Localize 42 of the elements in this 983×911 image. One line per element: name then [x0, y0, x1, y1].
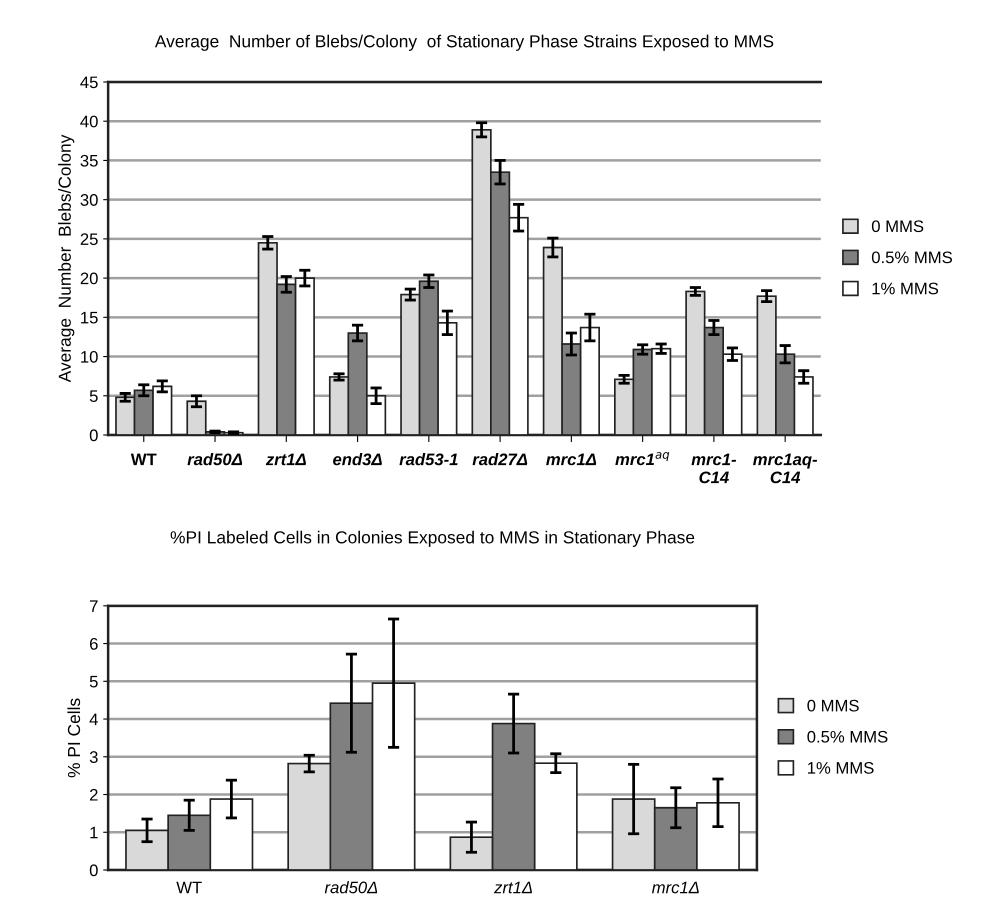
x-tick-label: rad50Δ	[324, 881, 378, 894]
x-tick-label: zrt1Δ	[266, 454, 306, 466]
chart-title: Average Number of Blebs/Colony of Stationary Phase Strains Exposed to MMS	[154, 34, 774, 51]
x-tick-label: rad53-1	[399, 453, 458, 466]
y-tick-label: 4	[90, 714, 98, 726]
chart-title: %PI Labeled Cells in Colonies Exposed to MMS in Stationary Phase	[170, 530, 694, 547]
y-tick-label: 0	[90, 864, 98, 876]
y-tick-label: 20	[80, 272, 98, 284]
y-tick-label: 0	[90, 429, 98, 442]
y-tick-label: 6	[90, 638, 98, 650]
legend-label: 1% MMS	[872, 282, 938, 294]
y-tick-label: 15	[81, 312, 98, 324]
legend-label: 0.5% MMS	[872, 251, 952, 264]
y-tick-label: 5	[90, 390, 98, 402]
y-tick-label: 25	[80, 233, 98, 246]
legend-label: 0.5% MMS	[807, 730, 888, 743]
x-tick-label: mrc1- C14	[691, 454, 736, 484]
y-tick-label: 1	[90, 826, 98, 838]
x-tick-label: mrc1Δ	[652, 882, 699, 894]
legend-label: 1% MMS	[808, 762, 874, 774]
legend-label: 0 MMS	[872, 220, 924, 232]
x-tick-label: end3Δ	[333, 453, 382, 466]
x-tick-label: mrc1$^{aq}$	[615, 452, 670, 466]
y-tick-label: 7	[90, 600, 98, 612]
x-tick-label: mrc1Δ	[546, 454, 596, 466]
x-tick-label: mrc1aq- C14	[753, 454, 818, 484]
y-axis-title: % PI Cells	[67, 698, 80, 778]
y-tick-label: 35	[80, 154, 98, 167]
y-tick-label: 40	[80, 116, 98, 128]
x-tick-label: WT	[176, 882, 202, 894]
y-tick-label: 45	[80, 76, 98, 88]
x-tick-label: zrt1Δ	[494, 882, 532, 894]
x-tick-label: rad50Δ	[187, 453, 242, 466]
y-axis-title: Average Number Blebs/Colony	[58, 134, 74, 382]
y-tick-label: 10	[81, 350, 98, 363]
y-tick-label: 5	[90, 676, 98, 688]
y-tick-label: 30	[80, 194, 98, 206]
x-tick-label: WT	[130, 454, 157, 466]
x-tick-label: rad27Δ	[472, 453, 528, 466]
legend-label: 0 MMS	[807, 700, 859, 712]
y-tick-label: 2	[90, 788, 98, 801]
y-tick-label: 3	[90, 751, 98, 763]
